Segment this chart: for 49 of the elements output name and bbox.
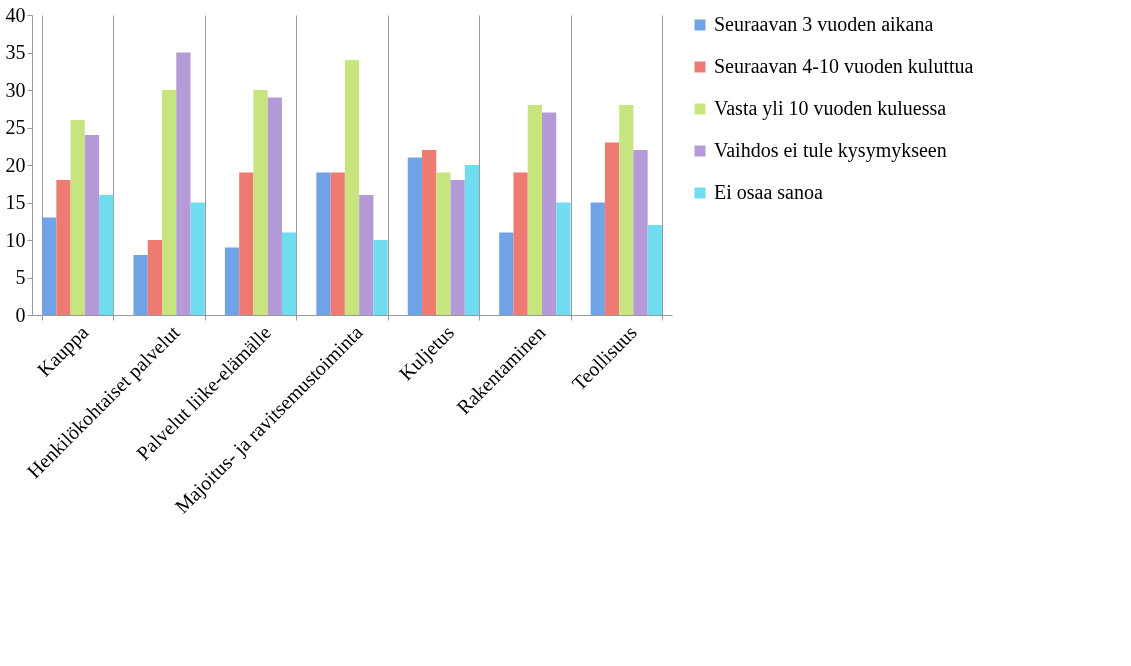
bar <box>147 240 163 315</box>
bar <box>70 120 85 315</box>
bar <box>450 180 465 315</box>
bar <box>647 225 662 315</box>
bar <box>99 195 114 315</box>
bar <box>499 232 514 315</box>
bar <box>281 232 297 315</box>
bar <box>162 90 177 315</box>
bar <box>541 112 557 315</box>
bar <box>84 135 100 315</box>
legend-label: Vaihdos ei tule kysymykseen <box>714 139 947 162</box>
bar <box>224 247 240 315</box>
bar <box>619 105 634 315</box>
legend-label: Seuraavan 3 vuoden aikana <box>714 13 934 35</box>
bar <box>344 60 360 315</box>
y-tick-label: 15 <box>5 191 26 213</box>
bar <box>407 157 423 315</box>
bar <box>253 90 268 315</box>
bar <box>239 172 254 315</box>
bar <box>422 150 437 315</box>
legend-label: Vasta yli 10 vuoden kuluessa <box>714 97 947 120</box>
y-tick-label: 10 <box>5 228 26 251</box>
bar <box>359 195 374 315</box>
legend-label: Ei osaa sanoa <box>714 181 823 203</box>
bar <box>42 217 57 315</box>
y-tick-label: 5 <box>15 266 26 288</box>
legend-label: Seuraavan 4-10 vuoden kuluttua <box>714 55 974 77</box>
bar <box>56 180 71 315</box>
bar <box>316 172 331 315</box>
bar <box>330 172 345 315</box>
y-tick-label: 0 <box>15 303 26 326</box>
bar <box>513 172 528 315</box>
bar <box>633 150 648 315</box>
bar <box>176 52 191 315</box>
bar <box>556 202 571 315</box>
bar <box>133 255 148 315</box>
y-tick-label: 20 <box>5 153 26 176</box>
bar <box>373 240 388 315</box>
bar <box>190 202 205 315</box>
y-tick-label: 25 <box>5 116 26 138</box>
bar <box>590 202 605 315</box>
y-tick-label: 30 <box>5 78 26 101</box>
bar <box>436 172 451 315</box>
y-tick-label: 35 <box>5 41 26 63</box>
bar <box>267 97 282 315</box>
bar <box>604 142 620 315</box>
bar <box>527 105 542 315</box>
bar <box>464 165 480 315</box>
y-tick-label: 40 <box>5 3 26 26</box>
